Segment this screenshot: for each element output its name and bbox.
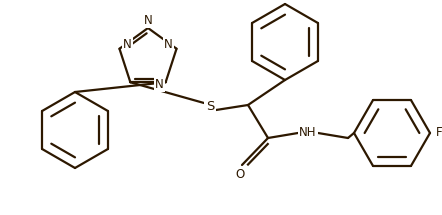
Text: N: N: [155, 78, 164, 91]
Text: F: F: [436, 126, 442, 140]
Text: N: N: [164, 38, 173, 51]
Text: N: N: [144, 14, 152, 26]
Text: O: O: [236, 167, 244, 181]
Text: N: N: [123, 38, 132, 51]
Text: S: S: [206, 100, 214, 114]
Text: NH: NH: [299, 126, 317, 140]
